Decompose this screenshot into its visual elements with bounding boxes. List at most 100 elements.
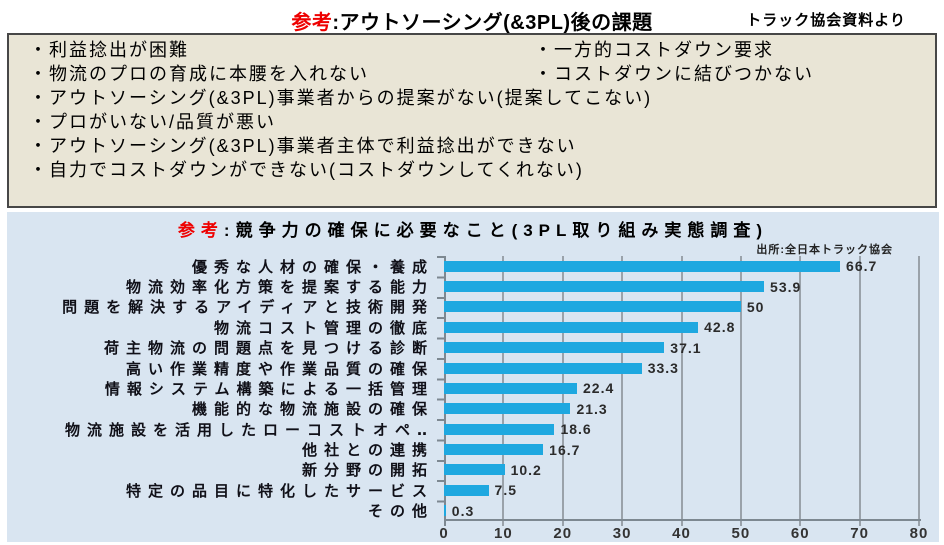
bars-area: 優秀な人材の確保・養成 66.7 物流効率化方策を提案する能力 53.9 問題を解決する…: [7, 256, 939, 521]
bar-value-label: 16.7: [549, 441, 581, 458]
bar-value-label: 53.9: [770, 278, 802, 295]
bar-track: 66.7: [444, 258, 919, 274]
bar-row: 物流効率化方策を提案する能力 53.9: [7, 276, 939, 297]
bar-category-label: 特定の品目に特化したサービス: [125, 482, 434, 500]
x-tick-label: 50: [731, 525, 751, 542]
bar-value-label: 66.7: [846, 258, 878, 275]
bar-category-label: 他社との連携: [302, 442, 434, 460]
bar-value-label: 10.2: [510, 461, 542, 478]
x-tick-label: 30: [612, 525, 632, 542]
gridline: [621, 256, 624, 526]
bar-row: 他社との連携 16.7: [7, 439, 939, 460]
x-tick-label: 70: [850, 525, 869, 542]
chart-title: 参考:競争力の確保に必要なこと(3PL取り組み実態調査): [7, 212, 939, 241]
issue-text: ・利益捻出が困難: [29, 40, 189, 60]
issue-text: ・アウトソーシング(&3PL)事業者からの提案がない(提案してこない): [29, 88, 653, 108]
bar: [444, 260, 841, 272]
bar-row: 優秀な人材の確保・養成 66.7: [7, 256, 939, 276]
bar: [444, 464, 505, 476]
bar-row: 特定の品目に特化したサービス 7.5: [7, 480, 939, 500]
bar: [444, 382, 577, 394]
issue-text: ・物流のプロの育成に本腰を入れない: [29, 64, 369, 84]
issue-row: ・利益捻出が困難 ・一方的コストダウン要求: [29, 38, 929, 62]
bar-category-label: 優秀な人材の確保・養成: [191, 258, 434, 276]
gridline: [918, 256, 920, 526]
bar-category-label: 新分野の開拓: [301, 462, 434, 480]
page-title: 参考:アウトソーシング(&3PL)後の課題: [0, 0, 944, 35]
bar-value-label: 21.3: [576, 400, 608, 417]
bar-row: 物流コスト管理の徹底 42.8: [7, 317, 939, 337]
bar-category-label: 物流コスト管理の徹底: [213, 319, 434, 337]
bar: [444, 484, 489, 496]
bar-row: 高い作業精度や作業品質の確保 33.3: [7, 358, 939, 378]
bar-track: 10.2: [444, 462, 919, 478]
gridline: [858, 256, 861, 526]
bar-row: 新分野の開拓 10.2: [7, 460, 939, 480]
bar: [444, 505, 446, 517]
x-tick-label: 80: [909, 525, 929, 542]
x-tick-label: 20: [553, 525, 573, 542]
issues-box: ・利益捻出が困難 ・一方的コストダウン要求・物流のプロの育成に本腰を入れない ・コス…: [7, 33, 937, 208]
bar-value-label: 0.3: [451, 502, 475, 519]
issue-text: ・アウトソーシング(&3PL)事業者主体で利益捻出ができない: [29, 136, 577, 156]
bar-row: 情報システム構築による一括管理 22.4: [7, 378, 939, 398]
x-tick-label: 40: [672, 525, 691, 542]
x-tick-label: 10: [494, 525, 513, 542]
bar-value-label: 33.3: [647, 360, 679, 377]
bar-track: 33.3: [444, 360, 919, 376]
bar: [444, 342, 665, 354]
chart-title-ref: 参考: [177, 221, 224, 240]
bar-value-label: 50: [746, 298, 765, 315]
x-tick-label: 0: [439, 525, 449, 542]
bar-row: 問題を解決するアイディアと技術開発 50: [7, 297, 939, 317]
bar-track: 16.7: [444, 442, 919, 458]
bar-category-label: 物流効率化方策を提案する能力: [125, 279, 434, 297]
bar-track: 53.9: [444, 279, 919, 295]
bar-track: 0.3: [444, 503, 919, 519]
bar-category-label: 物流施設を活用したローコストオペ‥: [64, 421, 434, 439]
issue-text: ・コストダウンに結びつかない: [534, 64, 814, 84]
bar-track: 22.4: [444, 380, 919, 396]
x-axis-line: [444, 519, 921, 521]
bar: [444, 423, 555, 435]
bar-row: 機能的な物流施設の確保 21.3: [7, 399, 939, 419]
bar-category-label: その他: [367, 503, 434, 521]
issue-text: ・一方的コストダウン要求: [534, 40, 774, 60]
chart-panel: 参考:競争力の確保に必要なこと(3PL取り組み実態調査) 出所:全日本トラック協…: [7, 212, 939, 542]
issue-text: ・自力でコストダウンができない(コストダウンしてくれない): [29, 160, 584, 180]
bar: [444, 444, 544, 456]
bar-track: 18.6: [444, 421, 919, 437]
chart-title-main: :競争力の確保に必要なこと(3PL取り組み実態調査): [223, 221, 769, 240]
bar-row: 物流施設を活用したローコストオペ‥ 18.6: [7, 419, 939, 439]
page-title-ref: 参考: [291, 12, 333, 34]
bar: [444, 362, 642, 374]
bar-category-label: 機能的な物流施設の確保: [191, 401, 434, 419]
bar-value-label: 7.5: [494, 482, 517, 499]
gridline: [680, 256, 683, 526]
bar-category-label: 荷主物流の問題点を見つける診断: [103, 340, 434, 358]
bar-track: 42.8: [444, 319, 919, 335]
bar-category-label: 高い作業精度や作業品質の確保: [125, 360, 434, 378]
bar-value-label: 22.4: [583, 380, 615, 397]
x-tick-label: 60: [790, 525, 810, 542]
page-title-main: :アウトソーシング(&3PL)後の課題: [332, 12, 653, 34]
bar-row: 荷主物流の問題点を見つける診断 37.1: [7, 338, 939, 358]
bar-track: 7.5: [444, 482, 919, 498]
bar: [444, 403, 571, 415]
header-source-note: トラック協会資料より: [746, 12, 906, 29]
bar-value-label: 37.1: [670, 339, 702, 356]
bar-track: 21.3: [444, 401, 919, 417]
gridline: [799, 256, 802, 526]
chart-source: 出所:全日本トラック協会: [756, 244, 893, 256]
x-axis-labels: 0 10 20 30 40 50 60 70 80: [7, 521, 939, 545]
bar-value-label: 18.6: [560, 421, 592, 438]
bar-value-label: 42.8: [704, 319, 736, 336]
bar-category-label: 情報システム構築による一括管理: [104, 380, 434, 398]
bar: [444, 321, 699, 333]
issue-text: ・プロがいない/品質が悪い: [29, 112, 276, 132]
bar: [444, 301, 741, 313]
bar-chart: 優秀な人材の確保・養成 66.7 物流効率化方策を提案する能力 53.9 問題を解決する…: [7, 256, 939, 526]
bar-track: 37.1: [444, 340, 919, 356]
gridline: [739, 256, 742, 526]
